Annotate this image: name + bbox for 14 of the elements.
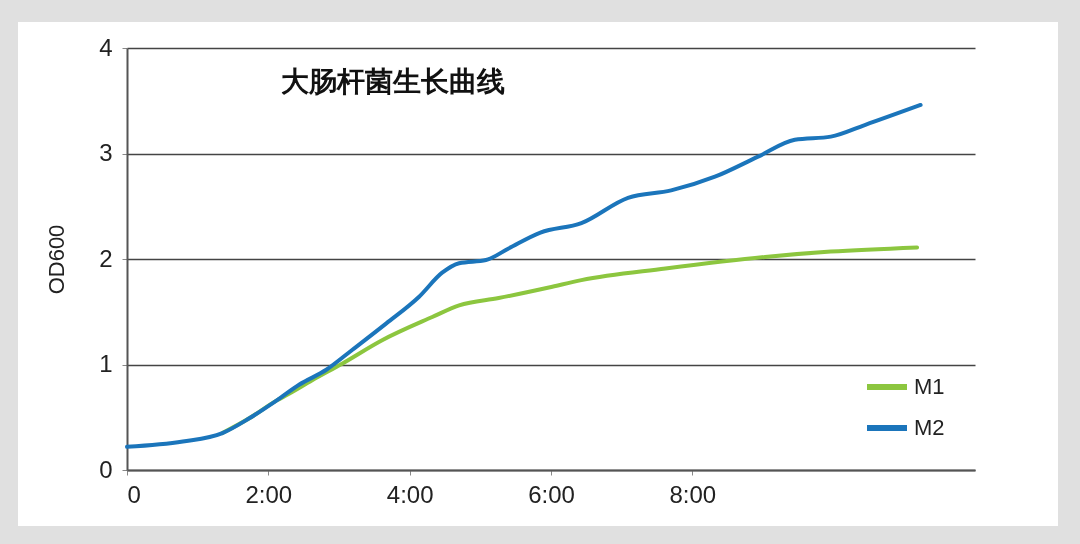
- y-tick-label: 4: [99, 33, 113, 61]
- x-tick-label: 0: [127, 480, 141, 508]
- text: 大肠杆菌生长曲线: [280, 66, 505, 97]
- y-tick-label: 1: [99, 350, 113, 377]
- legend-label: M2: [914, 415, 945, 440]
- x-tick-label: 2:00: [245, 480, 293, 508]
- legend-label: M1: [914, 374, 945, 399]
- y-tick-label: 3: [99, 139, 113, 166]
- y-tick-label: 0: [99, 455, 113, 483]
- x-tick-label: 6:00: [528, 480, 575, 508]
- x-tick-label: 4:00: [386, 480, 434, 508]
- y-axis-title: OD600: [44, 224, 70, 295]
- y-tick-label: 2: [99, 244, 113, 272]
- x-tick-label: 8:00: [669, 480, 717, 508]
